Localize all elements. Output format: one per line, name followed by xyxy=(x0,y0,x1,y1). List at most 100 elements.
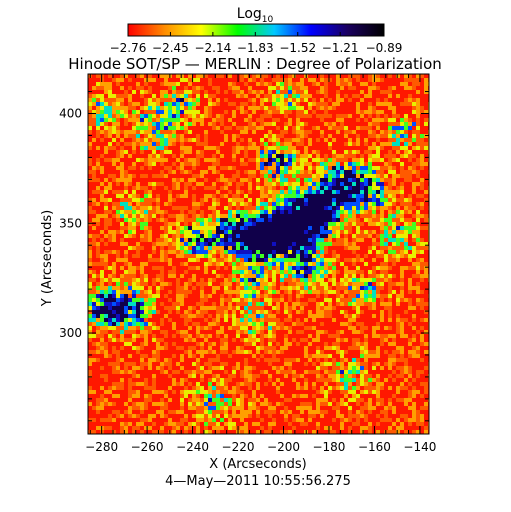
heatmap-cell xyxy=(304,378,308,382)
heatmap-cell xyxy=(384,302,388,306)
heatmap-cell xyxy=(112,394,116,398)
heatmap-cell xyxy=(336,406,340,410)
heatmap-cell xyxy=(140,166,144,170)
heatmap-cell xyxy=(284,126,288,130)
heatmap-cell xyxy=(180,238,184,242)
heatmap-cell xyxy=(200,254,204,258)
heatmap-cell xyxy=(376,218,380,222)
heatmap-cell xyxy=(312,166,316,170)
heatmap-cell xyxy=(240,406,244,410)
heatmap-cell xyxy=(160,146,164,150)
heatmap-cell xyxy=(336,186,340,190)
heatmap-cell xyxy=(252,90,256,94)
heatmap-cell xyxy=(108,134,112,138)
heatmap-cell xyxy=(200,342,204,346)
heatmap-cell xyxy=(180,262,184,266)
heatmap-cell xyxy=(340,222,344,226)
heatmap-cell xyxy=(208,366,212,370)
heatmap-cell xyxy=(288,102,292,106)
heatmap-cell xyxy=(268,234,272,238)
heatmap-cell xyxy=(404,250,408,254)
heatmap-cell xyxy=(136,286,140,290)
heatmap-cell xyxy=(164,402,168,406)
heatmap-cell xyxy=(256,398,260,402)
heatmap-cell xyxy=(196,258,200,262)
heatmap-cell xyxy=(300,230,304,234)
heatmap-cell xyxy=(232,82,236,86)
heatmap-cell xyxy=(116,210,120,214)
heatmap-cell xyxy=(128,294,132,298)
heatmap-cell xyxy=(316,278,320,282)
heatmap-cell xyxy=(400,242,404,246)
heatmap-cell xyxy=(228,242,232,246)
heatmap-cell xyxy=(372,238,376,242)
heatmap-cell xyxy=(412,378,416,382)
heatmap-cell xyxy=(392,226,396,230)
heatmap-cell xyxy=(120,242,124,246)
heatmap-cell xyxy=(280,346,284,350)
heatmap-cell xyxy=(304,406,308,410)
heatmap-cell xyxy=(296,98,300,102)
heatmap-cell xyxy=(316,406,320,410)
heatmap-cell xyxy=(204,142,208,146)
heatmap-cell xyxy=(216,306,220,310)
heatmap-cell xyxy=(232,158,236,162)
heatmap-cell xyxy=(152,142,156,146)
heatmap-cell xyxy=(352,246,356,250)
heatmap-cell xyxy=(116,178,120,182)
heatmap-cell xyxy=(156,294,160,298)
heatmap-cell xyxy=(164,330,168,334)
heatmap-cell xyxy=(220,238,224,242)
heatmap-cell xyxy=(344,206,348,210)
heatmap-cell xyxy=(204,430,208,434)
heatmap-cell xyxy=(264,186,268,190)
heatmap-cell xyxy=(124,254,128,258)
heatmap-cell xyxy=(228,390,232,394)
heatmap-cell xyxy=(216,222,220,226)
heatmap-cell xyxy=(136,198,140,202)
heatmap-cell xyxy=(384,222,388,226)
heatmap-cell xyxy=(284,398,288,402)
heatmap-cell xyxy=(160,106,164,110)
heatmap-cell xyxy=(244,302,248,306)
heatmap-cell xyxy=(172,102,176,106)
heatmap-cell xyxy=(416,410,420,414)
heatmap-cell xyxy=(380,366,384,370)
heatmap-cell xyxy=(356,338,360,342)
heatmap-cell xyxy=(128,174,132,178)
heatmap-cell xyxy=(116,338,120,342)
heatmap-cell xyxy=(212,262,216,266)
heatmap-cell xyxy=(372,314,376,318)
heatmap-cell xyxy=(288,206,292,210)
heatmap-cell xyxy=(140,126,144,130)
heatmap-cell xyxy=(368,354,372,358)
heatmap-cell xyxy=(116,190,120,194)
heatmap-cell xyxy=(376,86,380,90)
heatmap-cell xyxy=(128,98,132,102)
heatmap-cell xyxy=(308,142,312,146)
heatmap-cell xyxy=(316,170,320,174)
heatmap-cell xyxy=(276,146,280,150)
heatmap-cell xyxy=(388,74,392,78)
heatmap-cell xyxy=(148,306,152,310)
heatmap-cell xyxy=(256,318,260,322)
heatmap-cell xyxy=(328,430,332,434)
heatmap-cell xyxy=(328,234,332,238)
heatmap-cell xyxy=(248,126,252,130)
heatmap-cell xyxy=(264,262,268,266)
heatmap-cell xyxy=(356,418,360,422)
heatmap-cell xyxy=(264,162,268,166)
heatmap-cell xyxy=(344,198,348,202)
heatmap-cell xyxy=(136,282,140,286)
heatmap-cell xyxy=(120,386,124,390)
heatmap-cell xyxy=(144,218,148,222)
heatmap-cell xyxy=(216,402,220,406)
heatmap-cell xyxy=(268,426,272,430)
heatmap-cell xyxy=(420,182,424,186)
heatmap-cell xyxy=(132,214,136,218)
heatmap-cell xyxy=(104,354,108,358)
heatmap-cell xyxy=(260,170,264,174)
heatmap-cell xyxy=(328,298,332,302)
heatmap-cell xyxy=(344,378,348,382)
heatmap-cell xyxy=(136,326,140,330)
